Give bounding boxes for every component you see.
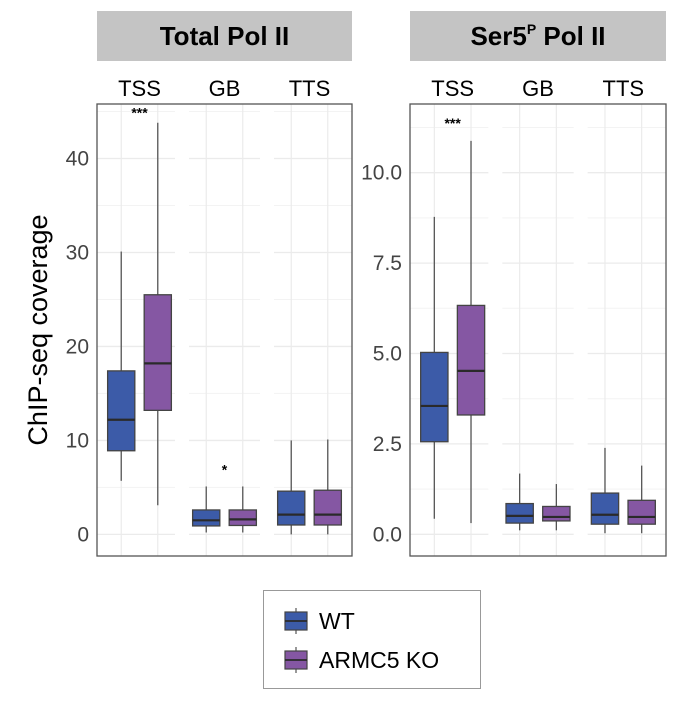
legend-key-armc5-ko (284, 647, 308, 673)
y-tick-label: 40 (66, 148, 89, 171)
y-axis-label: ChIP-seq coverage (23, 214, 53, 445)
box-body (590, 492, 620, 525)
box-wt-gb (191, 486, 221, 533)
box-wt-gb (505, 473, 534, 531)
box-wt-tss (106, 251, 136, 481)
box-body (627, 499, 656, 525)
legend-label: WT (319, 608, 355, 634)
category-label-tss: TSS (431, 76, 474, 101)
y-tick-label: 30 (66, 241, 89, 264)
plot-area (97, 104, 352, 556)
box-body (228, 509, 258, 527)
box-body (542, 505, 571, 522)
y-tick-label: 2.5 (373, 433, 402, 456)
box-armc5-ko-tss (143, 122, 173, 506)
significance-marker: * (222, 462, 228, 478)
panel-border (96, 103, 353, 557)
legend: WT ARMC5 KO (263, 590, 481, 689)
legend-key-wt (284, 608, 308, 634)
box-armc5-ko-tts (313, 439, 343, 535)
box-body (456, 304, 486, 416)
y-tick-label: 7.5 (373, 252, 402, 275)
legend-box (263, 590, 481, 689)
box-armc5-ko-tss (456, 140, 486, 524)
y-tick-label: 0.0 (373, 523, 402, 546)
box-armc5-ko-gb (542, 484, 571, 531)
box-wt-tts (276, 440, 306, 535)
plot-area (410, 104, 666, 556)
box-body (505, 502, 534, 524)
panel-2: Ser5P Pol II 0.0 2.5 5.0 7.5 10.0 TSS GB TTS *** (361, 11, 667, 557)
significance-marker: *** (131, 105, 148, 121)
category-label-tss: TSS (118, 76, 161, 101)
box-wt-tss (420, 216, 449, 519)
y-tick-label: 10.0 (361, 162, 402, 185)
y-tick-label: 0 (77, 523, 89, 546)
facet-strip (410, 11, 666, 61)
category-label-gb: GB (209, 76, 241, 101)
box-body (106, 370, 136, 452)
legend-label: ARMC5 KO (319, 647, 439, 673)
y-tick-label: 20 (66, 335, 89, 358)
box-armc5-ko-tts (627, 465, 656, 534)
box-body (191, 509, 221, 527)
category-label-gb: GB (522, 76, 554, 101)
panel-border (409, 103, 667, 557)
box-body (143, 294, 173, 411)
box-body (276, 490, 306, 526)
y-tick-label: 5.0 (373, 343, 402, 366)
y-tick-label: 10 (66, 429, 89, 452)
category-label-tts: TTS (603, 76, 645, 101)
box-body (420, 351, 449, 443)
category-label-tts: TTS (289, 76, 331, 101)
significance-marker: *** (444, 115, 461, 131)
box-body (313, 489, 343, 526)
box-wt-tts (590, 447, 620, 534)
facet-title: Ser5P Pol II (470, 21, 605, 51)
facet-strip (97, 11, 352, 61)
facet-title: Total Pol II (160, 21, 290, 51)
box-armc5-ko-gb (228, 486, 258, 533)
